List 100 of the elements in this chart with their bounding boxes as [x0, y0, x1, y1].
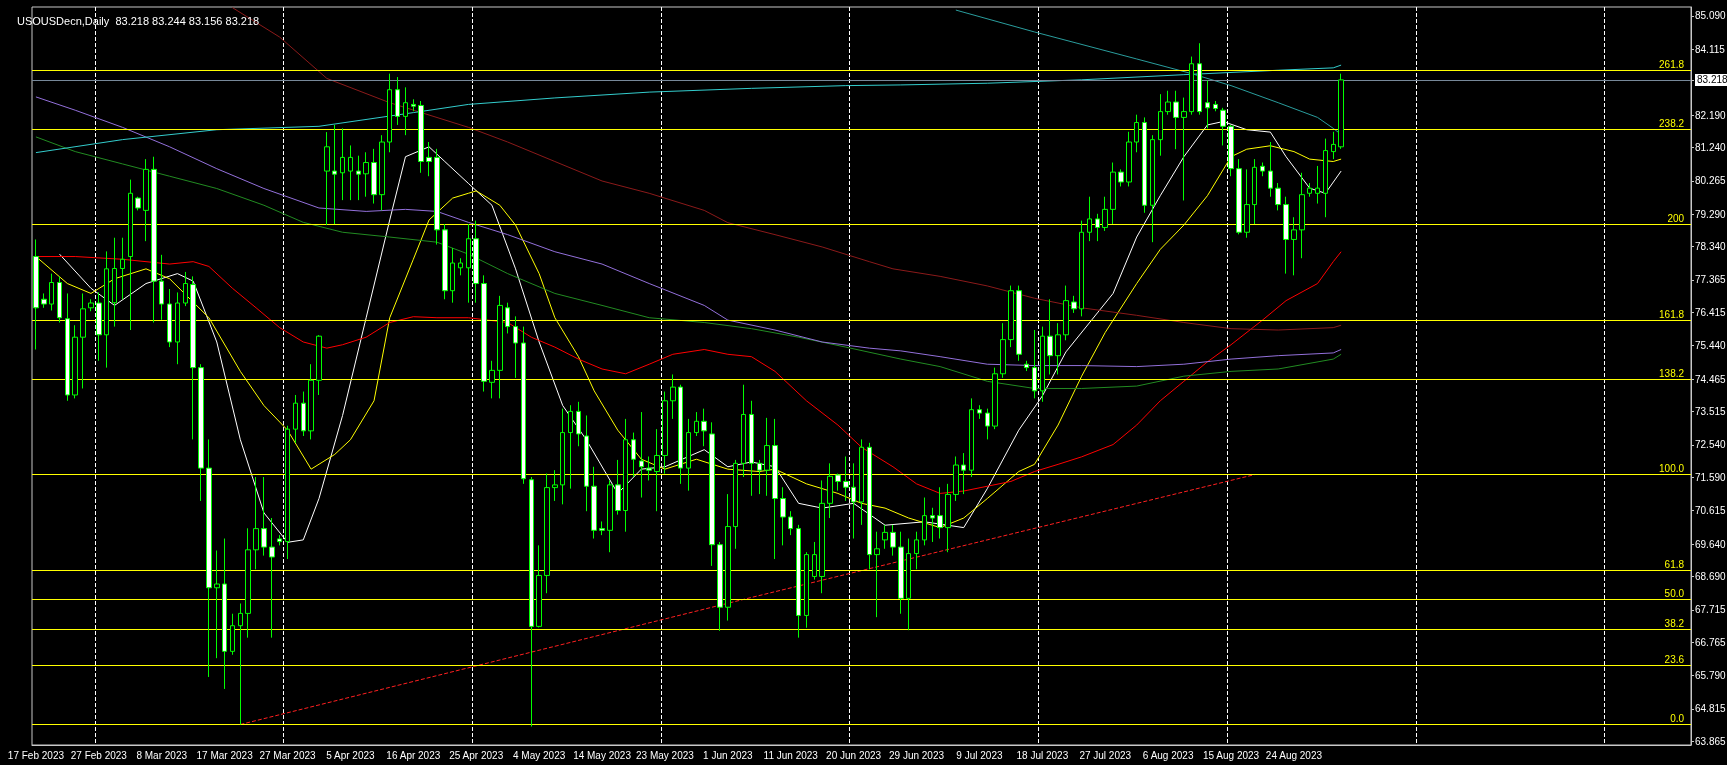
candlestick	[1118, 168, 1124, 187]
y-tick-label: 80.265	[1695, 175, 1727, 187]
x-tick-label: 15 Aug 2023	[1202, 749, 1260, 761]
y-tick-label: 77.365	[1695, 274, 1727, 286]
candlestick	[812, 541, 817, 581]
candlestick	[238, 602, 243, 725]
x-tick-label: 27 Feb 2023	[70, 749, 128, 761]
candlestick	[922, 497, 927, 546]
candlestick	[1079, 220, 1084, 317]
candlestick	[662, 391, 668, 475]
candlestick	[411, 98, 416, 112]
candlestick	[584, 414, 589, 512]
candlestick	[701, 408, 707, 447]
candlestick	[717, 541, 723, 632]
candlestick	[466, 223, 471, 304]
x-tick-label: 17 Mar 2023	[196, 749, 254, 761]
candlestick	[112, 237, 117, 328]
x-tick-label: 14 May 2023	[573, 749, 632, 761]
candlestick	[977, 404, 982, 420]
x-tick-label: 20 Jun 2023	[826, 749, 882, 761]
candlestick	[1173, 90, 1179, 150]
y-tick-label: 84.115	[1695, 43, 1726, 55]
x-tick-label: 18 Jul 2023	[1016, 749, 1069, 761]
candlestick	[324, 131, 330, 226]
candlestick	[1260, 162, 1265, 177]
candlestick	[733, 459, 738, 550]
candlestick	[544, 473, 550, 594]
candlestick	[615, 459, 621, 516]
candlestick	[1181, 97, 1187, 201]
annotation: 38.2	[1664, 617, 1685, 629]
y-tick-label: 79.290	[1695, 208, 1727, 220]
candlestick	[1213, 100, 1218, 112]
candlestick	[41, 292, 47, 309]
candlestick	[379, 134, 385, 211]
candlestick	[481, 274, 487, 393]
x-tick-label: 5 Apr 2023	[326, 749, 376, 761]
y-tick-label: 66.765	[1695, 636, 1727, 648]
annotation: 100.0	[1659, 463, 1685, 475]
candlestick	[285, 425, 290, 560]
candlestick	[442, 223, 448, 300]
x-tick-label: 6 Aug 2023	[1142, 749, 1194, 761]
candlestick	[827, 462, 833, 519]
candlestick	[1331, 131, 1336, 160]
candlestick	[819, 479, 825, 594]
candlestick	[1323, 138, 1328, 218]
x-tick-label: 24 Aug 2023	[1265, 749, 1323, 761]
candlestick	[749, 400, 754, 497]
candlestick	[293, 394, 298, 444]
candlestick	[167, 288, 172, 348]
candlestick	[757, 459, 762, 495]
candlestick	[340, 127, 345, 201]
candlestick	[426, 141, 432, 177]
candlestick	[65, 292, 70, 402]
annotation: 200	[1667, 213, 1685, 225]
candlestick	[1252, 158, 1257, 225]
x-tick-label: 27 Mar 2023	[259, 749, 317, 761]
annotation: 50.0	[1664, 588, 1685, 600]
candlestick	[1071, 295, 1077, 314]
annotation: 238.2	[1659, 117, 1685, 129]
x-tick-label: 9 Jul 2023	[956, 749, 1003, 761]
candlestick	[1063, 285, 1069, 341]
candlestick	[552, 469, 558, 502]
candlestick	[245, 527, 251, 639]
candlestick	[1197, 42, 1202, 116]
candlestick	[316, 334, 322, 396]
candlestick	[371, 148, 377, 205]
x-tick-label: 11 Jun 2023	[763, 749, 819, 761]
candlestick	[513, 315, 518, 379]
candlestick	[953, 456, 959, 502]
y-tick-label: 74.465	[1695, 373, 1727, 385]
candlestick	[1165, 90, 1171, 116]
candlestick	[1283, 196, 1289, 275]
candlestick	[104, 250, 109, 369]
line-series	[35, 96, 1342, 368]
annotation: 138.2	[1659, 367, 1685, 379]
candlestick	[1134, 114, 1139, 153]
candlestick	[631, 432, 636, 478]
candlestick	[874, 531, 880, 618]
candlestick	[623, 418, 628, 533]
y-tick-label: 70.615	[1695, 505, 1727, 517]
candlestick	[1307, 182, 1312, 198]
candlestick	[1150, 134, 1155, 243]
y-tick-label: 64.815	[1695, 703, 1727, 715]
candlestick	[72, 324, 78, 399]
y-tick-label: 71.590	[1695, 471, 1727, 483]
candlestick	[1016, 285, 1022, 362]
candlestick	[301, 391, 306, 437]
candlestick	[969, 397, 974, 478]
candlestick	[1040, 326, 1045, 403]
candlestick	[961, 452, 966, 495]
candlestick	[1244, 168, 1250, 239]
candlestick	[230, 613, 235, 656]
candlestick	[529, 476, 534, 728]
candlestick	[505, 302, 510, 334]
candlestick	[332, 124, 337, 225]
candlestick	[356, 155, 361, 201]
y-tick-label: 75.440	[1695, 340, 1727, 352]
y-tick-label: 72.540	[1695, 439, 1727, 451]
candlestick	[1110, 162, 1116, 225]
candlestick	[1024, 360, 1029, 372]
